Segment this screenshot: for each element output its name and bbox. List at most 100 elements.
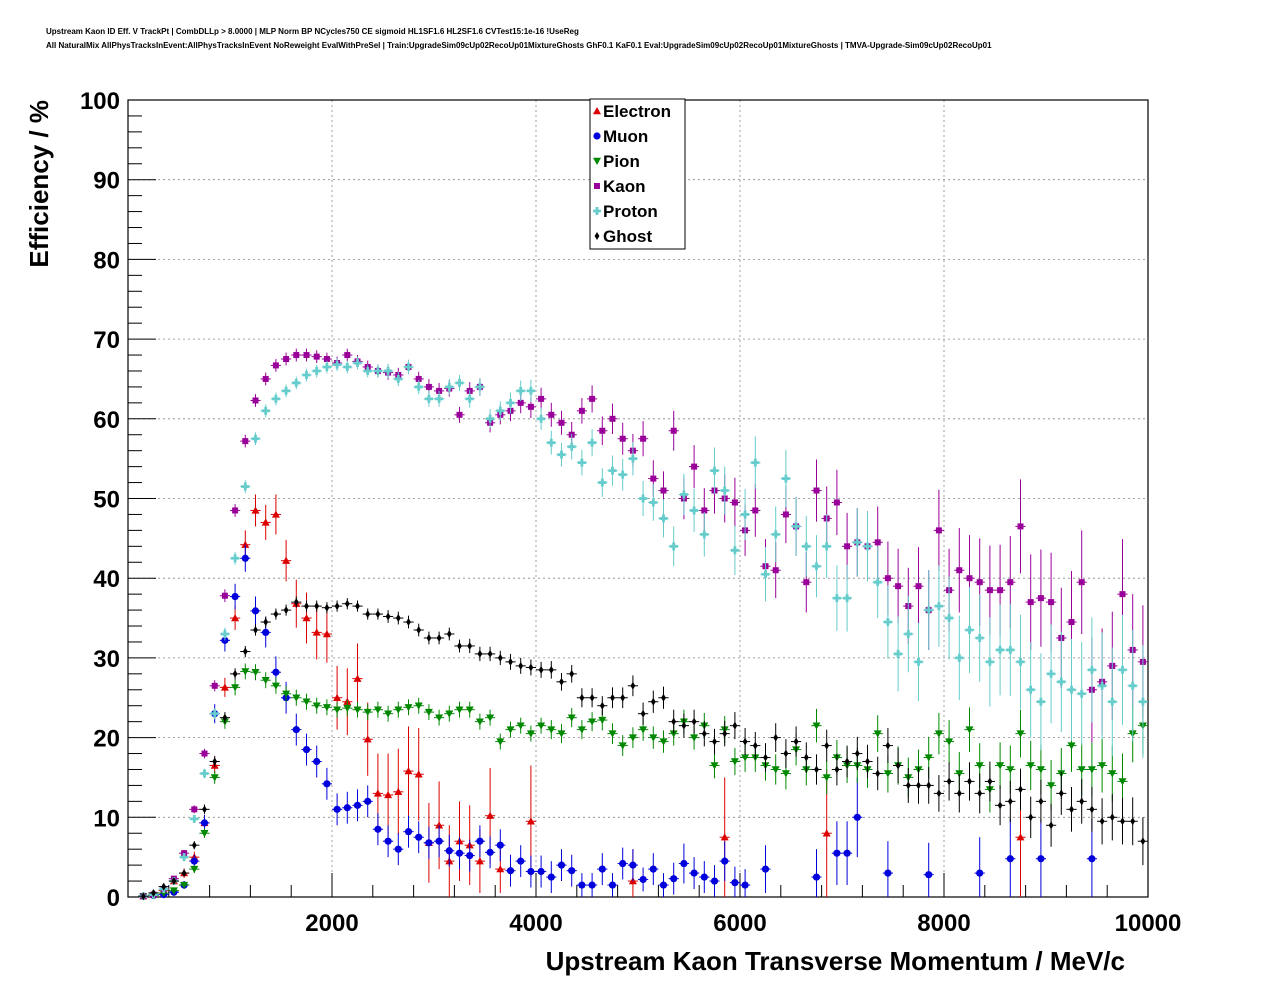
electron-marker: [526, 817, 535, 825]
proton-marker: [608, 466, 617, 475]
muon-point: [882, 841, 893, 897]
proton-point: [546, 430, 557, 455]
ghost-point: [760, 743, 771, 772]
proton-point: [627, 441, 638, 476]
ghost-point: [515, 657, 526, 674]
ghost-marker: [416, 626, 422, 635]
muon-marker: [568, 867, 576, 875]
kaon-point: [607, 403, 618, 434]
muon-point: [372, 813, 383, 846]
proton-marker: [832, 594, 841, 603]
kaon-marker: [619, 435, 626, 442]
muon-marker: [302, 745, 311, 754]
pion-point: [525, 725, 536, 742]
proton-marker: [822, 542, 831, 551]
legend-pion-label: Pion: [603, 152, 640, 171]
proton-point: [811, 535, 822, 598]
ghost-point: [872, 756, 883, 791]
ghost-marker: [1048, 821, 1054, 830]
ghost-point: [474, 646, 485, 662]
proton-marker: [812, 562, 821, 571]
proton-marker: [414, 382, 423, 391]
ghost-marker: [997, 801, 1003, 810]
electron-marker: [312, 628, 321, 636]
kaon-marker: [313, 353, 320, 360]
proton-marker: [322, 362, 331, 371]
kaon-point: [1025, 554, 1036, 650]
electron-marker: [363, 735, 372, 743]
pion-point: [240, 663, 251, 680]
proton-point: [1127, 630, 1138, 742]
kaon-point: [638, 421, 649, 457]
muon-marker: [221, 636, 229, 644]
pion-marker: [404, 704, 413, 712]
muon-point: [434, 825, 445, 858]
muon-point: [342, 791, 353, 824]
kaon-marker: [589, 395, 596, 402]
ghost-point: [770, 723, 781, 752]
muon-point: [485, 836, 496, 869]
pion-marker: [567, 714, 576, 722]
kaon-marker: [344, 352, 351, 359]
proton-marker: [241, 482, 250, 491]
electron-marker: [231, 614, 240, 622]
ghost-marker: [365, 610, 371, 619]
pion-marker: [1047, 782, 1056, 790]
kaon-marker: [1017, 523, 1024, 530]
proton-point: [454, 374, 465, 391]
proton-point: [750, 436, 761, 489]
proton-marker: [353, 359, 362, 368]
ghost-point: [321, 602, 332, 614]
y-tick-label: 40: [93, 566, 120, 593]
ghost-point: [668, 709, 679, 734]
ghost-point: [454, 639, 465, 653]
pion-marker: [424, 708, 433, 717]
pion-marker: [883, 770, 892, 778]
ghost-point: [546, 661, 557, 679]
muon-point: [291, 713, 302, 746]
ghost-marker: [375, 610, 381, 619]
proton-marker: [628, 454, 637, 463]
ghost-marker: [579, 693, 585, 702]
ghost-marker: [967, 777, 972, 786]
muon-point: [587, 873, 598, 897]
pion-marker: [1108, 770, 1117, 778]
ghost-marker: [1109, 813, 1115, 822]
y-tick-label: 50: [93, 487, 120, 514]
kaon-point: [1076, 530, 1087, 634]
pion-marker: [1087, 766, 1096, 774]
ghost-point: [1015, 768, 1026, 811]
kaon-point: [1035, 549, 1046, 647]
pion-point: [168, 887, 179, 895]
muon-marker: [496, 841, 504, 849]
proton-marker: [1036, 697, 1045, 706]
kaon-marker: [731, 499, 738, 506]
ghost-point: [158, 882, 169, 891]
ghost-point: [1056, 771, 1067, 815]
proton-marker: [292, 378, 301, 387]
ghost-point: [780, 739, 791, 768]
kaon-marker: [986, 587, 993, 594]
ghost-marker: [1130, 817, 1136, 826]
muon-marker: [578, 881, 586, 889]
proton-marker: [996, 645, 1005, 654]
kaon-marker: [1068, 619, 1075, 626]
ghost-point: [1097, 798, 1108, 845]
muon-point: [505, 854, 516, 887]
proton-point: [689, 488, 700, 532]
muon-marker: [384, 837, 392, 845]
kaon-point: [893, 548, 904, 624]
proton-point: [719, 466, 730, 515]
kaon-marker: [323, 356, 330, 363]
pion-marker: [741, 754, 750, 762]
ghost-point: [627, 675, 638, 697]
ghost-marker: [640, 709, 646, 718]
proton-point: [1076, 641, 1087, 746]
ghost-marker: [232, 669, 238, 678]
ghost-point: [852, 736, 863, 771]
proton-marker: [516, 386, 525, 395]
muon-point: [383, 825, 394, 858]
proton-marker: [741, 510, 750, 519]
proton-point: [1117, 614, 1128, 725]
ghost-marker: [977, 789, 983, 798]
